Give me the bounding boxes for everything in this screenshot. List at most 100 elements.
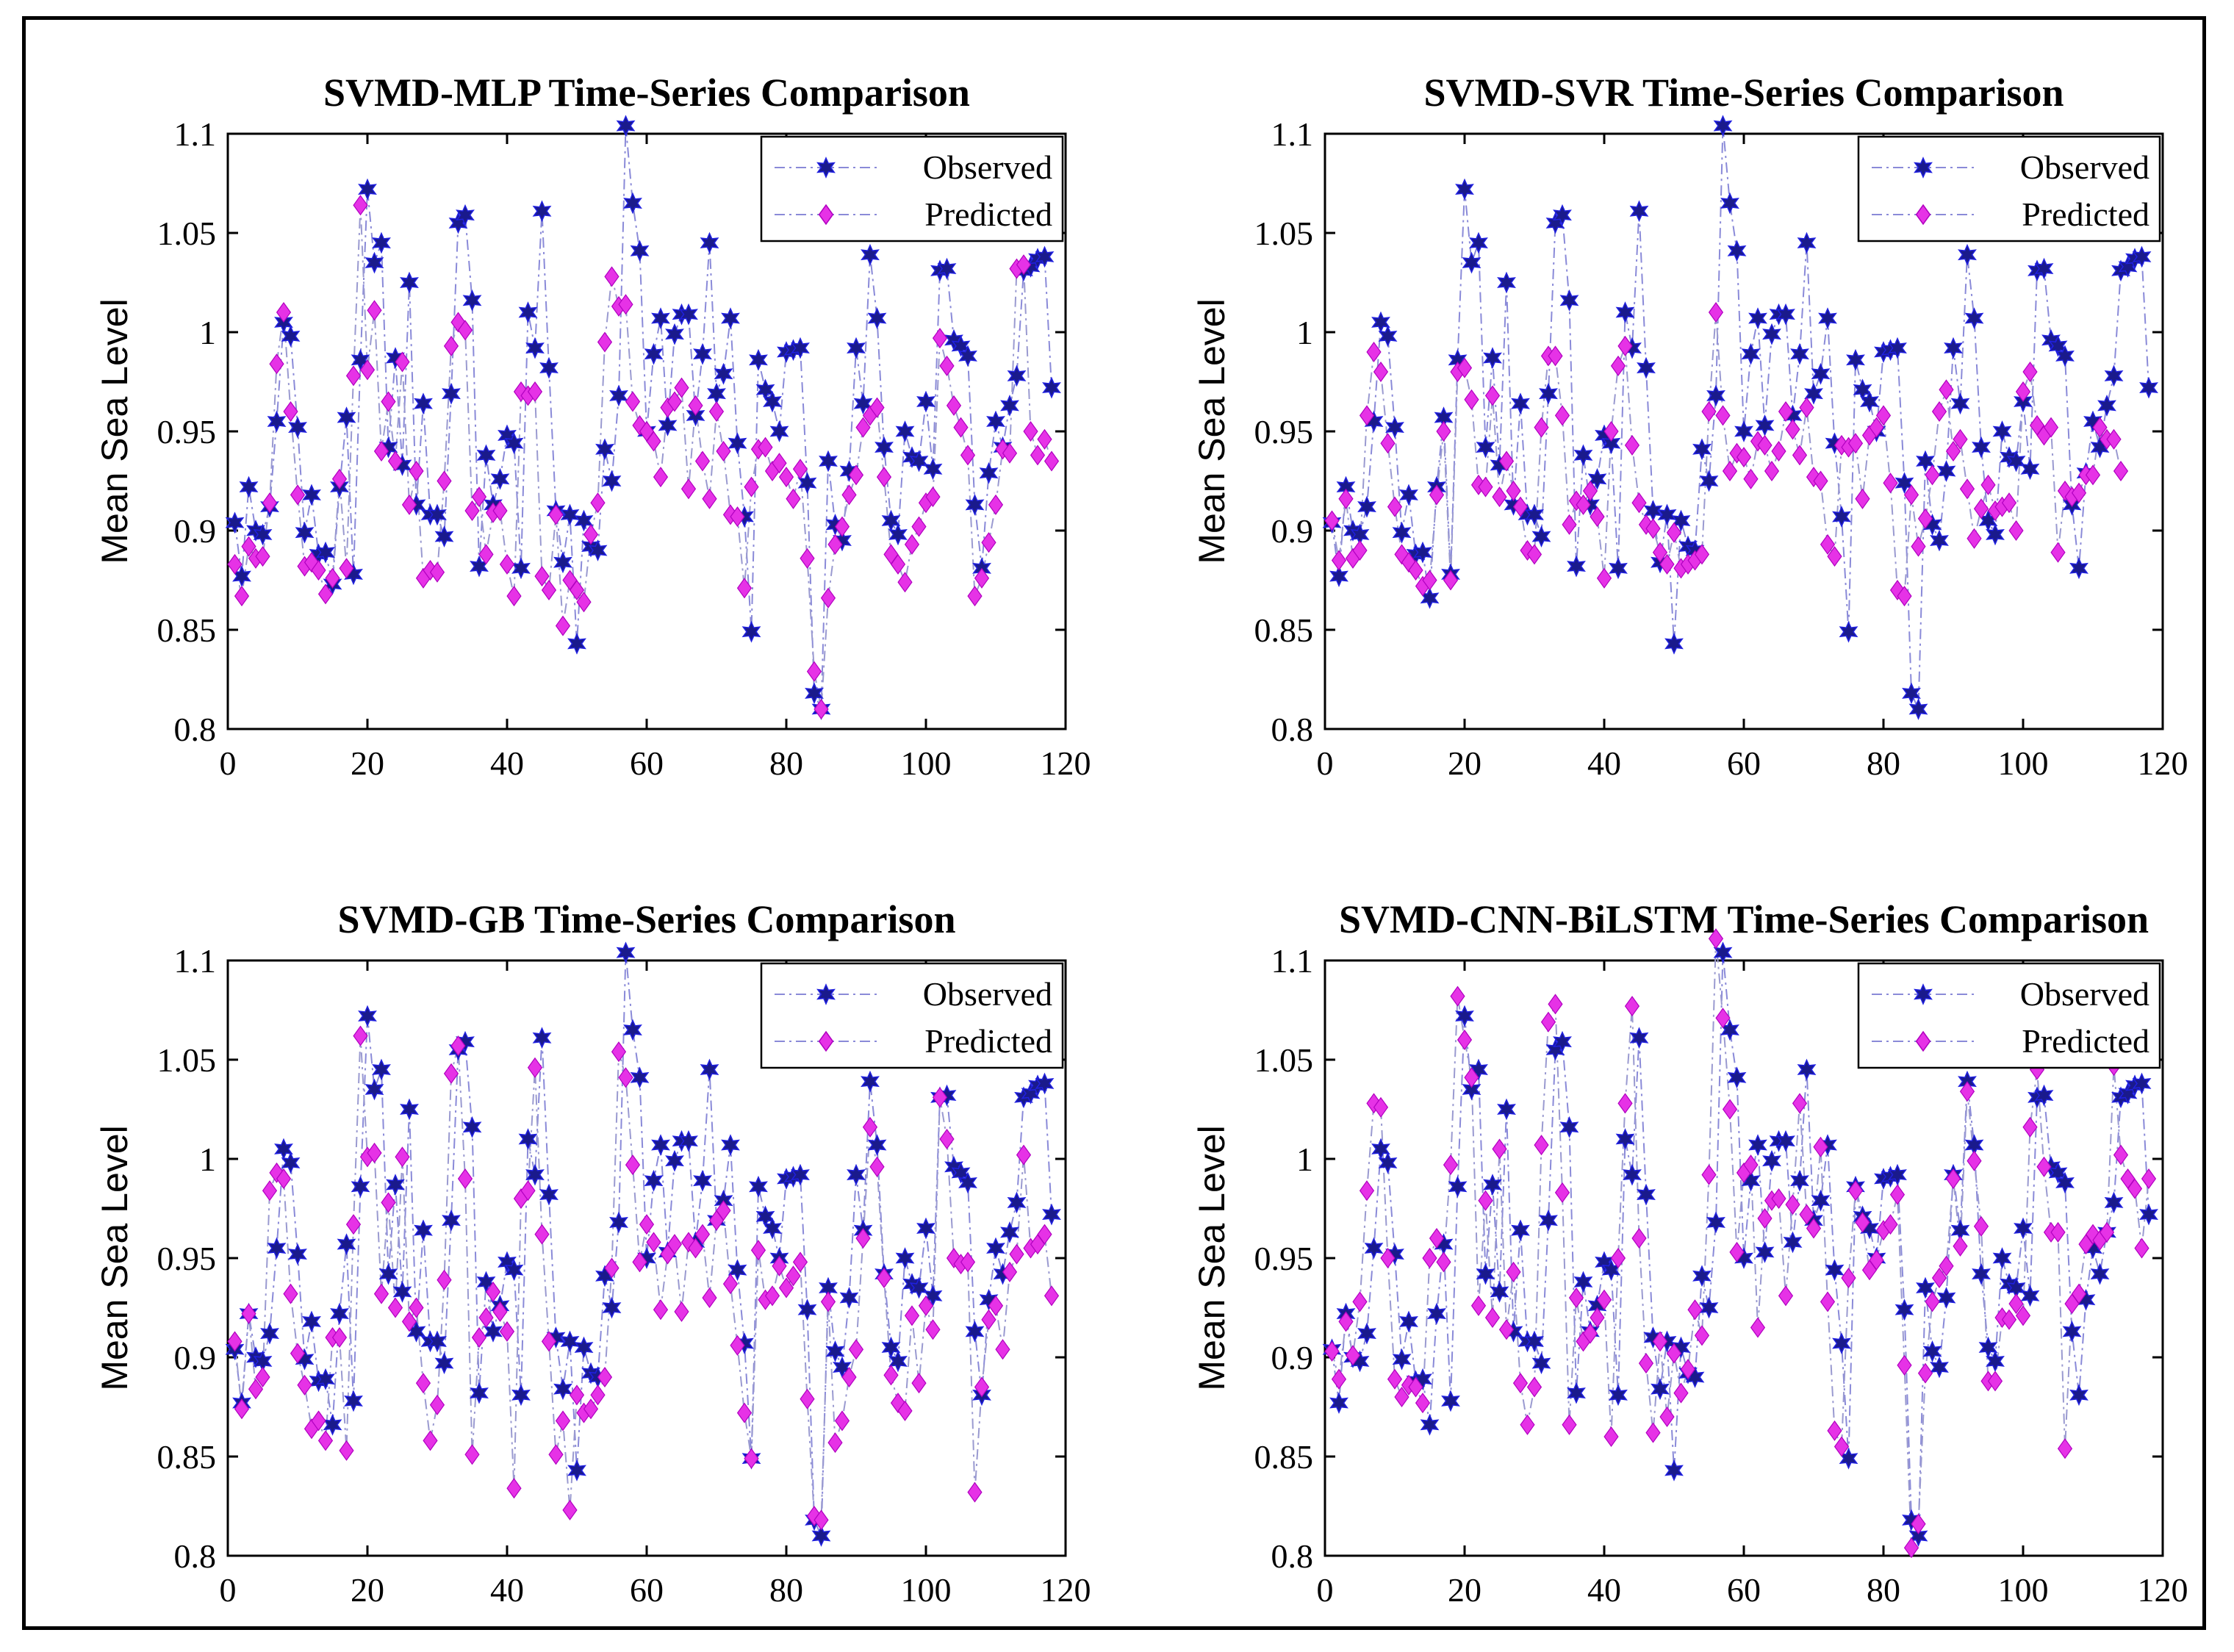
observed-point (337, 1233, 356, 1255)
predicted-point (932, 328, 948, 349)
observed-point (1469, 1058, 1488, 1081)
y-tick-label: 1.1 (1271, 115, 1314, 153)
observed-point (2034, 257, 2054, 280)
observed-point (1329, 1392, 1348, 1414)
observed-point (861, 1070, 880, 1093)
observed-point (888, 1350, 908, 1373)
predicted-point (611, 1041, 627, 1063)
predicted-point (918, 1295, 934, 1316)
predicted-point (1464, 1067, 1479, 1088)
predicted-point (834, 516, 850, 537)
x-tick-label: 60 (630, 1571, 664, 1609)
predicted-point (1478, 1190, 1493, 1211)
y-axis-label: Mean Sea Level (94, 1125, 135, 1390)
predicted-point (988, 1295, 1004, 1316)
observed-point (839, 460, 859, 482)
observed-point (909, 450, 929, 473)
observed-point (560, 1330, 580, 1353)
predicted-point (506, 586, 522, 607)
predicted-point (1568, 1287, 1584, 1309)
predicted-point (520, 1180, 536, 1202)
predicted-point (1903, 484, 1919, 506)
predicted-point (653, 467, 669, 488)
predicted-point (792, 459, 808, 480)
observed-point (2069, 1384, 2088, 1407)
observed-point (1699, 1296, 1719, 1319)
observed-point (1413, 541, 1432, 564)
observed-point (1462, 1078, 1481, 1101)
predicted-point (1030, 445, 1046, 466)
observed-point (644, 342, 664, 365)
observed-point (1651, 1378, 1670, 1401)
observed-point (260, 1322, 279, 1345)
predicted-point (1457, 1029, 1473, 1051)
observed-point (791, 337, 810, 359)
predicted-point (1044, 1285, 1060, 1307)
predicted-point (1875, 405, 1892, 426)
predicted-point (2134, 1238, 2149, 1259)
observed-point (553, 551, 572, 574)
observed-point (1699, 470, 1719, 492)
observed-point (1000, 395, 1019, 417)
predicted-point (2015, 381, 2031, 403)
predicted-point (1457, 357, 1473, 378)
y-tick-label: 1.05 (1254, 1041, 1314, 1079)
observed-point (1657, 503, 1677, 526)
observed-point (1972, 436, 1991, 459)
predicted-point (241, 536, 256, 557)
y-tick-label: 0.8 (174, 711, 217, 748)
observed-point (847, 337, 866, 359)
x-tick-label: 80 (769, 744, 803, 782)
observed-point (434, 525, 454, 547)
predicted-point (297, 1374, 312, 1396)
predicted-point (437, 1269, 452, 1290)
observed-point (1936, 1287, 1956, 1309)
observed-point (693, 342, 712, 365)
x-tick-label: 40 (490, 744, 524, 782)
predicted-point (2022, 1116, 2038, 1138)
observed-point (504, 1259, 524, 1282)
y-tick-label: 0.95 (1254, 413, 1314, 450)
observed-point (2055, 345, 2075, 367)
legend-observed-label: Observed (923, 975, 1052, 1013)
observed-point (1448, 1175, 1468, 1198)
observed-point (1455, 178, 1474, 201)
observed-point (1525, 1330, 1544, 1353)
predicted-point (604, 1257, 619, 1279)
observed-point (1573, 444, 1593, 467)
observed-point (665, 323, 684, 345)
predicted-point (241, 1303, 256, 1324)
chart-title: SVMD-MLP Time-Series Comparison (323, 71, 970, 115)
predicted-point (1408, 559, 1423, 581)
predicted-point (1701, 1164, 1717, 1185)
predicted-point (1624, 996, 1640, 1017)
predicted-point (395, 1146, 410, 1168)
predicted-point (2036, 1156, 2052, 1177)
predicted-point (730, 506, 745, 528)
observed-point (1553, 204, 1572, 226)
observed-point (1609, 557, 1628, 580)
observed-point (504, 432, 524, 455)
predicted-point (1869, 417, 1884, 438)
predicted-point (1562, 1414, 1577, 1435)
predicted-point (1540, 1011, 1556, 1032)
predicted-point (1338, 1311, 1354, 1332)
predicted-point (555, 615, 571, 636)
predicted-point (653, 1299, 669, 1321)
observed-point (386, 1174, 405, 1196)
predicted-point (758, 437, 773, 458)
y-tick-label: 0.95 (157, 413, 217, 450)
predicted-point (387, 1297, 403, 1318)
predicted-point (827, 1432, 843, 1454)
predicted-point (2008, 1293, 2024, 1315)
y-tick-label: 1.05 (157, 215, 217, 252)
x-tick-label: 100 (901, 744, 952, 782)
observed-point (839, 1287, 859, 1309)
predicted-point (1443, 1154, 1459, 1176)
predicted-point (373, 1283, 389, 1304)
observed-point (874, 436, 894, 459)
predicted-point (764, 1285, 780, 1307)
predicted-point (1492, 486, 1507, 508)
y-axis-label: Mean Sea Level (1191, 1125, 1232, 1390)
x-tick-label: 120 (1041, 1571, 1091, 1609)
